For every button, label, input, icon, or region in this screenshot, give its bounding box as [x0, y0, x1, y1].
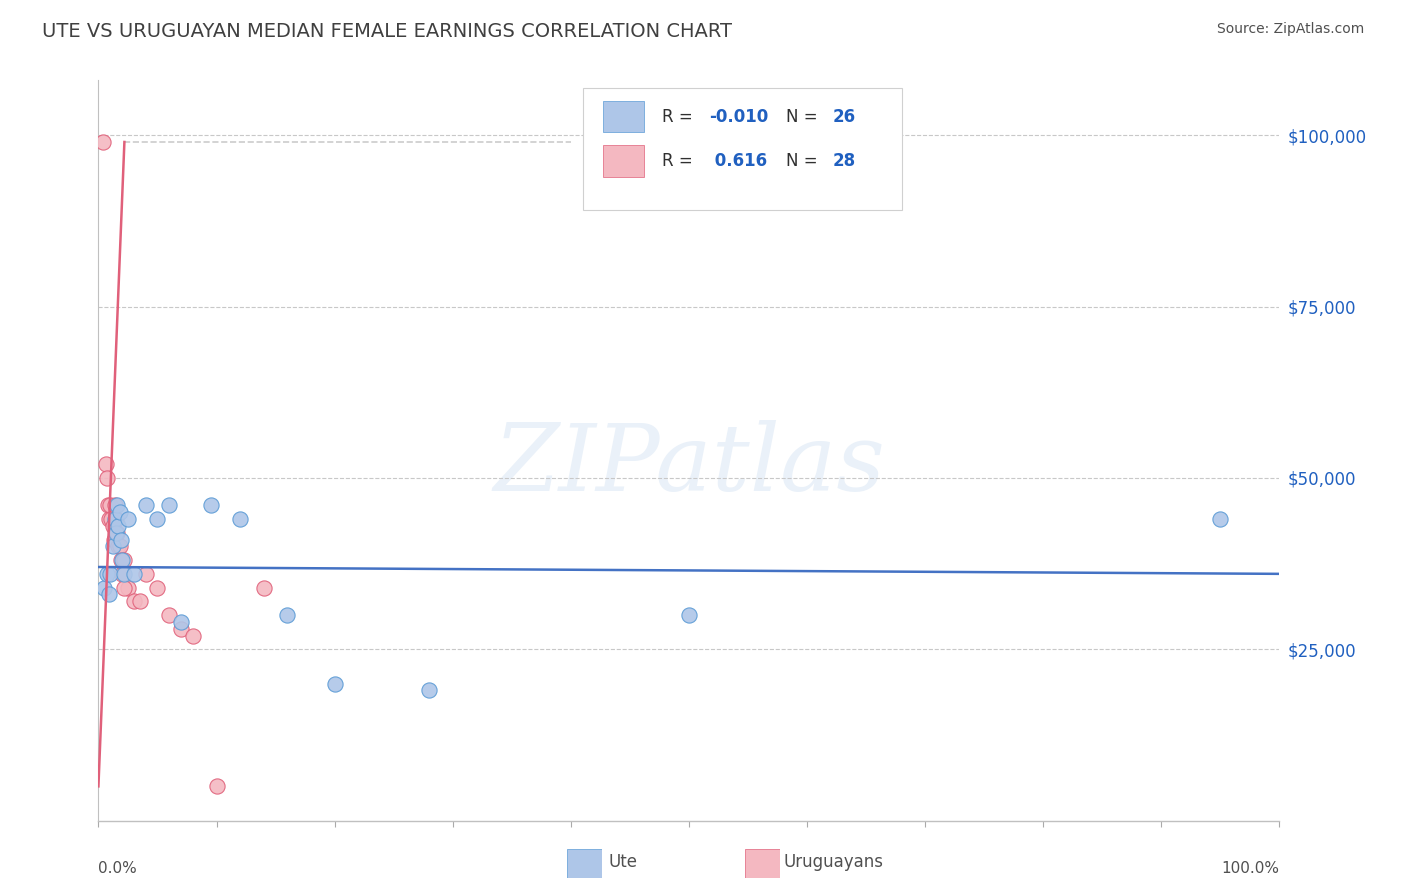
- Point: [200, 498, 222, 512]
- Point: [157, 607, 180, 622]
- Point: [135, 498, 157, 512]
- Point: [181, 628, 204, 642]
- Point: [205, 780, 228, 794]
- Point: [112, 553, 135, 567]
- Point: [1209, 512, 1232, 526]
- Point: [678, 607, 700, 622]
- Text: 0.0%: 0.0%: [98, 862, 138, 876]
- Point: [91, 135, 114, 149]
- Point: [111, 566, 134, 581]
- Point: [93, 581, 115, 595]
- Point: [253, 581, 276, 595]
- Point: [418, 683, 440, 698]
- Point: [96, 566, 118, 581]
- Point: [229, 512, 252, 526]
- Point: [146, 581, 169, 595]
- Text: 28: 28: [832, 152, 856, 170]
- Point: [97, 498, 120, 512]
- Text: ZIPatlas: ZIPatlas: [494, 420, 884, 510]
- Point: [103, 533, 125, 547]
- Point: [110, 553, 132, 567]
- Point: [98, 498, 121, 512]
- Point: [276, 607, 298, 622]
- Point: [108, 540, 131, 554]
- Point: [105, 525, 128, 540]
- Point: [135, 566, 157, 581]
- Text: UTE VS URUGUAYAN MEDIAN FEMALE EARNINGS CORRELATION CHART: UTE VS URUGUAYAN MEDIAN FEMALE EARNINGS …: [42, 22, 733, 41]
- Point: [94, 457, 117, 471]
- Text: Ute: Ute: [609, 853, 638, 871]
- Bar: [603, 145, 644, 177]
- Point: [98, 566, 121, 581]
- Point: [110, 533, 132, 547]
- Point: [111, 553, 134, 567]
- Text: 0.616: 0.616: [709, 152, 768, 170]
- Point: [146, 512, 169, 526]
- Point: [170, 615, 193, 629]
- Point: [112, 581, 135, 595]
- Text: 26: 26: [832, 108, 856, 126]
- Point: [101, 540, 124, 554]
- Point: [108, 505, 131, 519]
- Point: [117, 581, 139, 595]
- Text: Source: ZipAtlas.com: Source: ZipAtlas.com: [1216, 22, 1364, 37]
- Point: [105, 525, 128, 540]
- Text: 100.0%: 100.0%: [1222, 862, 1279, 876]
- Bar: [603, 101, 644, 132]
- Point: [323, 676, 346, 690]
- Point: [98, 512, 121, 526]
- FancyBboxPatch shape: [582, 87, 901, 210]
- Point: [128, 594, 150, 608]
- Point: [105, 512, 128, 526]
- Text: R =: R =: [662, 152, 697, 170]
- Point: [122, 594, 145, 608]
- Point: [112, 566, 135, 581]
- Point: [122, 566, 145, 581]
- Text: N =: N =: [786, 152, 823, 170]
- Text: Uruguayans: Uruguayans: [783, 853, 883, 871]
- Point: [157, 498, 180, 512]
- Point: [105, 498, 128, 512]
- Point: [107, 519, 129, 533]
- Text: R =: R =: [662, 108, 697, 126]
- Text: N =: N =: [786, 108, 823, 126]
- Point: [104, 512, 127, 526]
- Point: [98, 587, 121, 601]
- Point: [170, 622, 193, 636]
- Point: [107, 540, 129, 554]
- Point: [101, 519, 124, 533]
- Text: -0.010: -0.010: [709, 108, 768, 126]
- Point: [96, 471, 118, 485]
- Point: [104, 498, 127, 512]
- Point: [117, 512, 139, 526]
- Point: [100, 512, 122, 526]
